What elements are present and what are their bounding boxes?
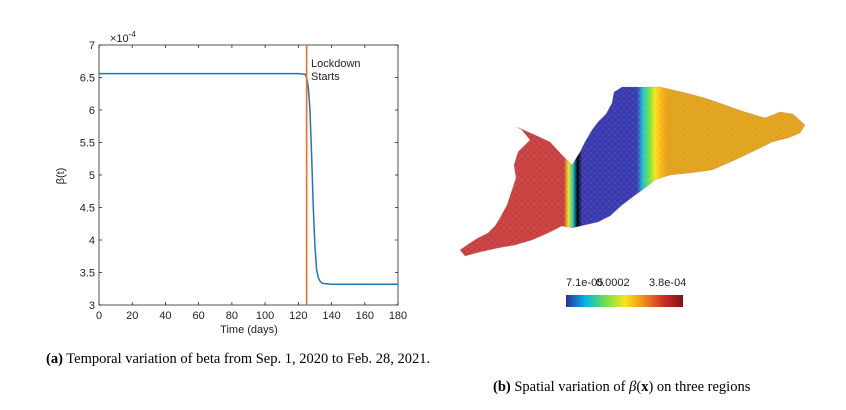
caption-b-beta: β [629, 379, 637, 395]
colorbar-label-max: 3.8e-04 [649, 277, 686, 289]
colorbar [566, 295, 683, 307]
y-axis-label: β(t) [55, 168, 67, 185]
x-axis-label: Time (days) [220, 324, 278, 336]
caption-b-prefix: Spatial variation of [514, 379, 630, 395]
y-tick-label: 6 [89, 105, 95, 117]
x-tick-label: 20 [126, 310, 138, 322]
y-tick-label: 3.5 [80, 268, 95, 280]
annotation-starts: Starts [311, 71, 340, 83]
region-map [460, 87, 805, 256]
caption-b-x: x [641, 379, 649, 395]
caption-b-label: (b) [493, 379, 511, 395]
x-tick-label: 80 [226, 310, 238, 322]
beta-time-chart: 0 20 40 60 80 100 120 140 160 180 3 3.5 4 4.5 5 5.5 6 6.5… [55, 30, 407, 336]
x-tick-label: 60 [193, 310, 205, 322]
caption-b: (b) Spatial variation of β(x) on three r… [493, 379, 751, 395]
y-tick-label: 5.5 [80, 138, 95, 150]
caption-b-suffix: on three regions [656, 379, 751, 395]
x-tick-label: 160 [356, 310, 374, 322]
y-tick-label: 6.5 [80, 73, 95, 85]
x-tick-label: 40 [159, 310, 171, 322]
spatial-map-figure: 7.1e-05 0.0002 3.8e-04 [459, 86, 806, 307]
y-tick-label: 7 [89, 40, 95, 52]
x-tick-label: 0 [96, 310, 102, 322]
y-tick-label: 4 [89, 235, 95, 247]
beta-series-line [99, 72, 398, 285]
x-tick-label: 120 [289, 310, 307, 322]
y-tick-label: 4.5 [80, 203, 95, 215]
plot-frame [98, 44, 399, 306]
x-tick-label: 140 [322, 310, 340, 322]
caption-a: (a) Temporal variation of beta from Sep.… [46, 348, 446, 370]
y-multiplier-label: ×10-4 [110, 30, 136, 45]
y-tick-label: 3 [89, 300, 95, 312]
y-tick-label: 5 [89, 170, 95, 182]
annotation-lockdown: Lockdown [311, 58, 361, 70]
colorbar-label-mid: 0.0002 [596, 277, 630, 289]
x-tick-label: 180 [389, 310, 407, 322]
colorbar-label-min: 7.1e-05 [566, 277, 603, 289]
caption-a-text: Temporal variation of beta from Sep. 1, … [66, 351, 431, 367]
x-tick-label: 100 [256, 310, 274, 322]
caption-a-label: (a) [46, 351, 63, 367]
